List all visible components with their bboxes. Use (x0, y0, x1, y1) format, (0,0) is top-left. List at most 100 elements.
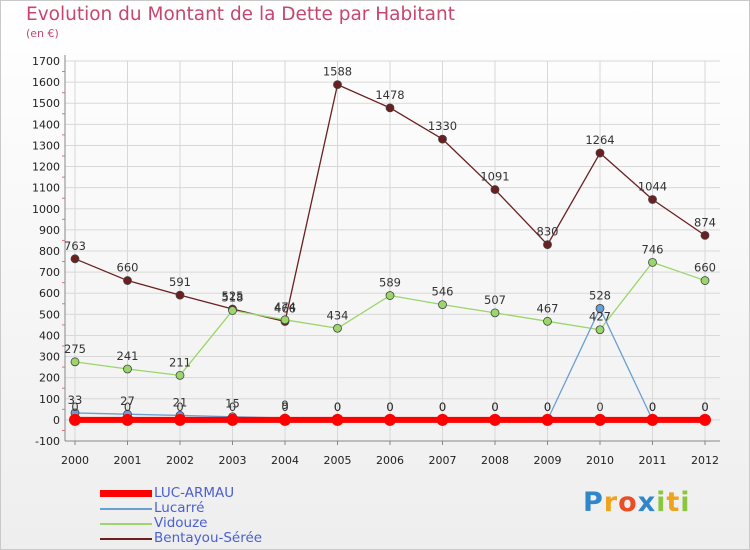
logo-letter: i (656, 487, 667, 518)
x-tick-label: 2000 (61, 454, 89, 467)
data-label: 546 (432, 285, 454, 299)
x-tick-label: 2004 (271, 454, 299, 467)
x-tick-label: 2007 (429, 454, 457, 467)
legend-swatch (100, 490, 152, 497)
data-label: 474 (274, 300, 296, 314)
x-tick-label: 2006 (376, 454, 404, 467)
data-label: 518 (222, 291, 244, 305)
data-point (438, 300, 447, 310)
legend-label: Vidouze (154, 515, 208, 531)
data-point (541, 413, 554, 426)
data-label: 763 (64, 239, 86, 253)
data-point (595, 325, 605, 335)
y-tick-label: 1500 (32, 97, 60, 110)
logo-letter: x (637, 487, 657, 518)
data-label: 528 (589, 288, 611, 302)
y-tick-label: 900 (39, 224, 60, 237)
data-label: 874 (694, 215, 716, 229)
data-label: 589 (379, 276, 401, 290)
grid (65, 60, 720, 442)
data-point (648, 195, 657, 204)
data-label: 241 (117, 349, 139, 363)
data-label: 591 (169, 275, 191, 289)
data-point (595, 304, 605, 313)
legend-swatch (100, 523, 152, 525)
data-label: 0 (701, 400, 708, 414)
data-label: 0 (334, 400, 341, 414)
data-point (121, 413, 134, 426)
data-point (279, 413, 291, 426)
data-label: 0 (701, 400, 708, 414)
data-label: 27 (120, 394, 135, 408)
data-label: 1044 (638, 179, 667, 193)
data-label: 0 (176, 400, 183, 414)
y-tick-label: 800 (39, 245, 60, 258)
data-label: 427 (589, 310, 611, 324)
data-point (700, 230, 710, 240)
line-chart: -100010020030040050060070080090010001100… (32, 55, 720, 467)
data-label: 0 (281, 400, 288, 414)
data-label: 21 (173, 395, 188, 409)
data-label: 660 (694, 261, 716, 275)
data-point (69, 413, 81, 426)
logo-letter: o (618, 487, 638, 518)
data-label: 33 (68, 393, 83, 407)
y-tick-label: 1200 (32, 161, 60, 174)
y-tick-label: 500 (39, 308, 60, 321)
y-tick-label: 1700 (32, 55, 60, 68)
data-label: 15 (225, 397, 240, 411)
data-point (333, 80, 342, 90)
data-point (280, 315, 290, 325)
data-point (438, 134, 447, 144)
y-tick-label: 1000 (32, 203, 60, 216)
data-point (595, 148, 605, 158)
data-point (436, 413, 449, 426)
data-label: 0 (649, 400, 656, 414)
data-point (543, 240, 552, 250)
y-tick-label: 0 (53, 414, 60, 427)
data-point (594, 413, 606, 426)
series-lines (69, 80, 711, 426)
data-label: 1091 (480, 170, 509, 184)
legend-label: LUC-ARMAU (154, 485, 235, 501)
data-point (646, 413, 659, 426)
data-point (226, 413, 239, 426)
data-label: 467 (537, 301, 559, 315)
x-tick-label: 2003 (219, 454, 247, 467)
data-label: 830 (537, 225, 559, 239)
proxiti-logo: Proxiti (583, 487, 691, 518)
data-point (490, 185, 500, 194)
y-tick-label: 1400 (32, 118, 60, 131)
data-point (175, 290, 185, 300)
data-label: 1264 (585, 133, 614, 147)
data-label: 0 (596, 400, 603, 414)
data-point (174, 413, 186, 426)
x-tick-label: 2002 (166, 454, 194, 467)
x-tick-label: 2011 (639, 454, 667, 467)
data-label: 9 (281, 398, 288, 412)
data-point (70, 357, 80, 367)
data-label: 0 (386, 400, 393, 414)
y-tick-label: 1600 (32, 76, 60, 89)
data-label: 525 (222, 289, 244, 303)
logo-letter: P (583, 487, 604, 518)
legend-label: Bentayou-Sérée (154, 530, 263, 546)
data-label: 0 (229, 400, 236, 414)
data-label: 507 (484, 293, 506, 307)
data-label: 1330 (428, 119, 457, 133)
x-tick-label: 2012 (691, 454, 719, 467)
data-label: 746 (642, 242, 664, 256)
y-tick-label: 700 (39, 266, 60, 279)
logo-letter: t (666, 487, 681, 518)
legend-swatch (100, 508, 152, 510)
data-point (70, 254, 80, 264)
data-label: 0 (544, 400, 551, 414)
x-tick-label: 2008 (481, 454, 509, 467)
data-label: 0 (439, 400, 446, 414)
data-label: 0 (491, 400, 498, 414)
data-point (123, 364, 132, 374)
data-point (700, 276, 710, 285)
x-tick-label: 2005 (324, 454, 352, 467)
data-point (648, 257, 657, 267)
